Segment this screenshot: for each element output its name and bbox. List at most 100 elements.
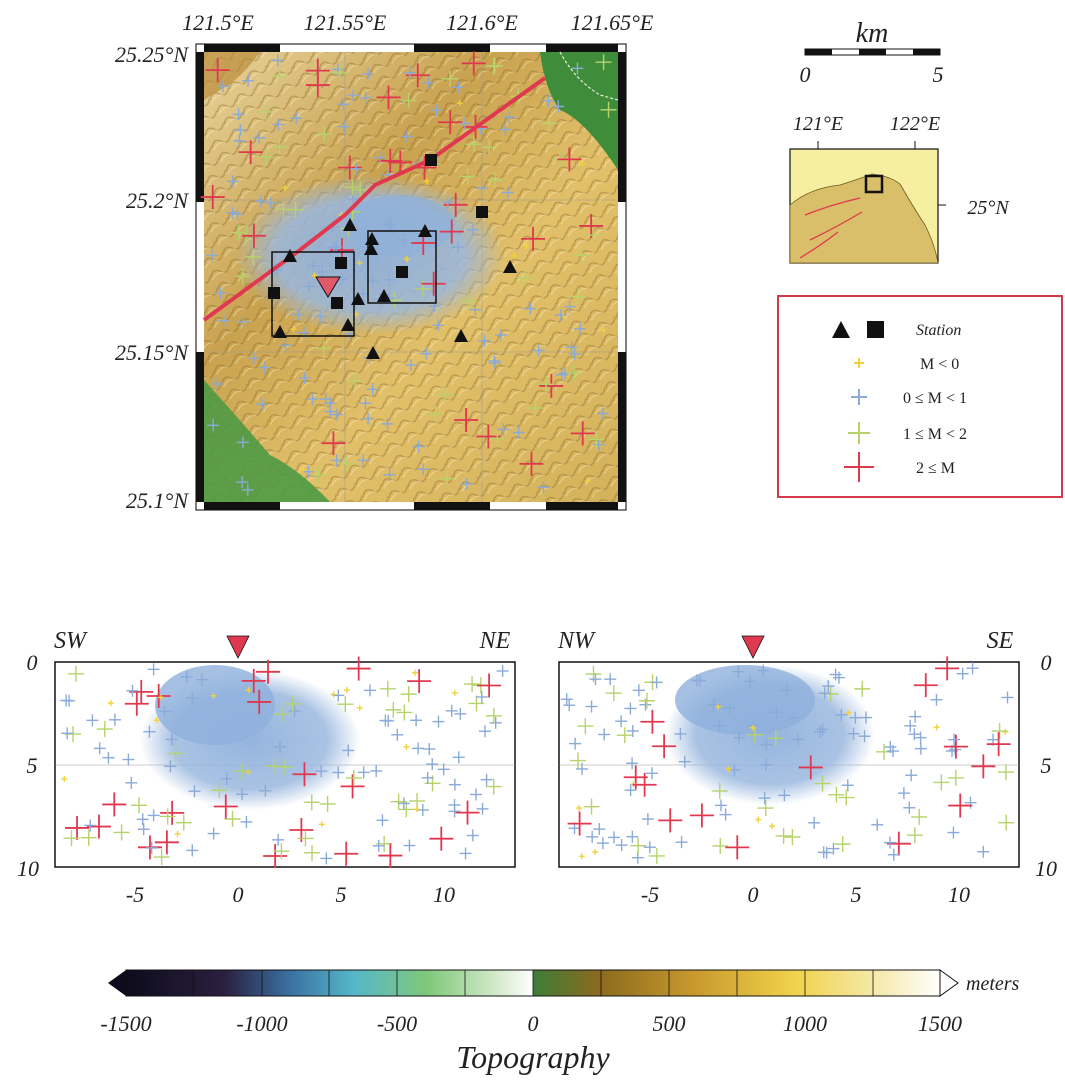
main-map: 121.5°E 121.55°E 121.6°E 121.65°E 25.25°… <box>115 10 654 513</box>
earthquake-marker <box>652 734 677 759</box>
earthquake-marker <box>689 803 714 828</box>
earthquake-marker <box>256 398 269 411</box>
earthquake-marker <box>241 668 266 693</box>
earthquake-marker <box>832 671 845 684</box>
earthquake-marker <box>715 799 728 812</box>
earthquake-marker <box>933 724 940 731</box>
earthquake-marker <box>108 713 121 726</box>
earthquake-marker <box>412 669 419 676</box>
earthquake-marker <box>632 772 657 797</box>
earthquake-marker <box>615 839 628 852</box>
earthquake-marker <box>977 845 990 858</box>
earthquake-marker <box>465 136 482 153</box>
earthquake-marker <box>445 704 458 717</box>
legend-symbol <box>851 389 867 405</box>
station-square <box>268 287 280 299</box>
earthquake-marker <box>426 758 439 771</box>
earthquake-marker <box>991 723 1008 740</box>
earthquake-marker <box>986 732 1011 757</box>
reference-triangle <box>315 276 341 298</box>
earthquake-marker <box>441 70 458 87</box>
colorbar-tick: 500 <box>653 1011 686 1036</box>
earthquake-marker <box>282 184 289 191</box>
depth-tick: 0 <box>1041 650 1052 675</box>
earthquake-marker <box>284 695 301 712</box>
earthquake-marker <box>947 769 964 786</box>
legend-label: 2 ≤ M <box>916 460 955 477</box>
station-triangle <box>343 218 357 231</box>
earthquake-marker <box>165 733 178 746</box>
earthquake-marker <box>849 711 862 724</box>
earthquake-marker <box>650 676 663 689</box>
earthquake-marker <box>236 788 249 801</box>
earthquake-marker <box>307 259 320 272</box>
earthquake-marker <box>997 764 1014 781</box>
earthquake-marker <box>350 162 363 175</box>
earthquake-marker <box>330 691 337 698</box>
study-box-2 <box>367 230 437 304</box>
station-triangle <box>366 346 380 359</box>
earthquake-marker <box>158 705 171 718</box>
earthquake-marker <box>711 782 728 799</box>
earthquake-marker <box>576 762 589 775</box>
depth-tick: 5 <box>27 753 38 778</box>
legend-symbol <box>848 422 870 444</box>
earthquake-marker <box>359 91 372 104</box>
earthquake-marker <box>292 762 317 787</box>
earthquake-marker <box>948 793 973 818</box>
distance-tick: 0 <box>748 882 759 907</box>
earthquake-marker <box>417 463 430 476</box>
lon-label: 121.5°E <box>182 10 254 35</box>
earthquake-marker <box>817 846 830 859</box>
earthquake-marker <box>363 684 376 697</box>
earthquake-marker <box>400 130 413 143</box>
earthquake-marker <box>241 483 254 496</box>
earthquake-marker <box>234 763 251 780</box>
earthquake-marker <box>732 665 745 678</box>
earthquake-marker <box>554 308 567 321</box>
earthquake-marker <box>511 252 518 259</box>
earthquake-marker <box>241 223 266 248</box>
earthquake-marker <box>816 723 829 736</box>
earthquake-marker <box>914 742 927 755</box>
earthquake-marker <box>723 702 736 715</box>
earthquake-marker <box>226 206 239 219</box>
earthquake-marker <box>461 51 486 76</box>
earthquake-marker <box>1001 691 1014 704</box>
earthquake-marker <box>441 196 454 209</box>
earthquake-marker <box>690 674 703 687</box>
legend-symbol <box>844 452 874 482</box>
earthquake-marker <box>357 766 370 779</box>
colorbar-unit: meters <box>966 973 1020 995</box>
earthquake-marker <box>330 454 343 467</box>
section-left-label: NW <box>557 628 596 654</box>
earthquake-marker <box>905 769 918 782</box>
earthquake-marker <box>641 813 654 826</box>
earthquake-marker <box>630 837 647 854</box>
earthquake-marker <box>217 314 230 327</box>
earthquake-marker <box>631 851 644 864</box>
distance-tick: -5 <box>641 882 659 907</box>
earthquake-marker <box>460 478 473 491</box>
station-square <box>476 206 488 218</box>
earthquake-marker <box>626 830 639 843</box>
earthquake-marker <box>220 772 233 785</box>
earthquake-marker <box>237 315 250 328</box>
earthquake-marker <box>475 182 488 195</box>
earthquake-marker <box>125 776 138 789</box>
earthquake-marker <box>585 700 598 713</box>
earthquake-marker <box>206 249 219 262</box>
earthquake-marker <box>725 835 750 860</box>
earthquake-marker <box>372 839 385 852</box>
earthquake-marker <box>337 98 350 111</box>
earthquake-marker <box>213 794 238 819</box>
earthquake-marker <box>113 824 130 841</box>
earthquake-marker <box>948 733 961 746</box>
earthquake-marker <box>346 373 363 390</box>
earthquake-marker <box>760 738 773 751</box>
earthquake-marker <box>569 752 586 769</box>
earthquake-marker <box>714 703 721 710</box>
earthquake-marker <box>422 76 435 89</box>
earthquake-marker <box>577 718 594 735</box>
lat-label: 25.15°N <box>115 340 189 365</box>
